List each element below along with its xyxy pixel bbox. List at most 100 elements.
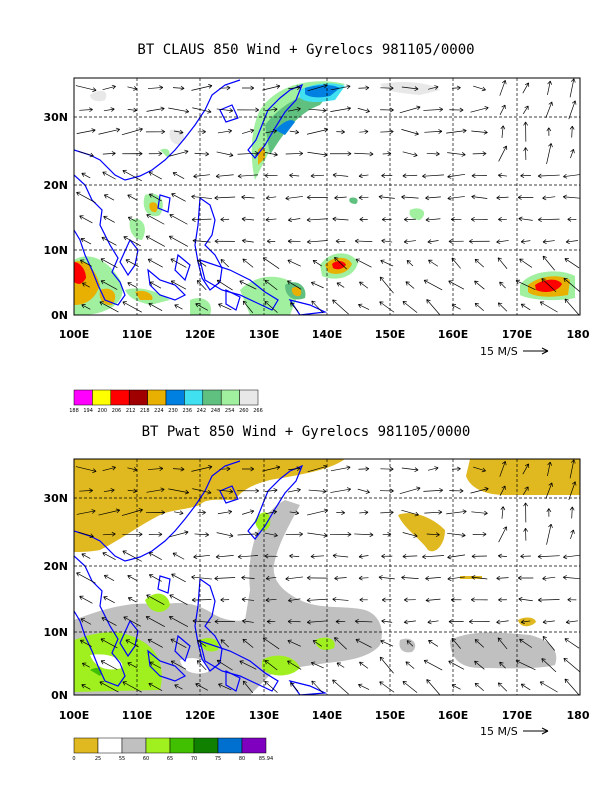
- colorbar-swatch: [73, 737, 99, 754]
- colorbar-label: 65: [167, 756, 173, 762]
- wind-arrow: [285, 151, 304, 156]
- wind-arrow: [193, 173, 210, 179]
- wind-arrow: [168, 235, 189, 247]
- wind-arrow: [127, 194, 138, 201]
- wind-arrow: [401, 467, 419, 472]
- wind-arrow: [81, 282, 90, 288]
- wind-arrow: [262, 465, 281, 472]
- wind-arrow: [471, 129, 488, 135]
- wind-arrow: [382, 151, 392, 156]
- wind-arrow: [523, 147, 528, 160]
- wind-arrow: [103, 488, 115, 493]
- wind-arrow: [127, 216, 137, 222]
- wind-arrow: [174, 684, 183, 690]
- wind-arrow: [168, 149, 189, 157]
- wind-arrow: [265, 575, 277, 581]
- wind-arrow: [424, 129, 443, 134]
- wind-arrow: [148, 574, 162, 582]
- wind-arrow: [381, 618, 393, 624]
- wind-arrow: [145, 615, 165, 628]
- wind-arrow: [79, 107, 93, 113]
- wind-arrow: [219, 466, 231, 472]
- wind-arrow: [289, 510, 300, 516]
- wind-arrow: [358, 303, 370, 310]
- wind-arrow: [218, 303, 232, 311]
- lon-label: 100E: [59, 709, 89, 722]
- wind-arrow: [570, 529, 575, 539]
- wind-arrow: [449, 107, 464, 113]
- wind-arrow: [358, 466, 370, 472]
- wind-arrow: [264, 107, 278, 112]
- wind-arrow: [399, 105, 421, 114]
- wind-arrow: [426, 299, 440, 315]
- wind-arrow: [191, 217, 212, 222]
- colorbar-swatch: [202, 389, 222, 406]
- wind-arrow: [79, 595, 93, 604]
- colorbar-label: 248: [211, 408, 221, 414]
- wind-arrow: [147, 85, 164, 91]
- wind-arrow: [499, 281, 506, 289]
- wind-arrow: [406, 260, 414, 267]
- wind-arrow: [289, 553, 300, 559]
- wind-arrow: [474, 258, 485, 268]
- wind-arrow: [332, 679, 349, 695]
- lon-label: 120E: [185, 709, 215, 722]
- wind-arrow: [542, 635, 555, 651]
- wind-arrow: [474, 280, 485, 290]
- wind-arrow: [422, 554, 444, 560]
- wind-arrow: [563, 277, 580, 293]
- wind-arrow: [498, 597, 507, 603]
- wind-arrow: [446, 128, 467, 134]
- colorbar-label: 218: [140, 408, 150, 414]
- wind-arrow: [75, 85, 97, 92]
- wind-arrow: [330, 487, 351, 493]
- wind-arrow: [285, 195, 303, 201]
- wind-arrow: [470, 216, 488, 222]
- wind-arrow: [306, 239, 328, 245]
- wind-arrow: [173, 510, 184, 516]
- wind-arrow: [379, 276, 394, 294]
- lon-label: 170E: [502, 328, 532, 341]
- wind-arrow: [332, 299, 349, 315]
- wind-arrow: [380, 639, 394, 647]
- wind-arrow: [330, 465, 351, 472]
- wind-arrow: [520, 553, 531, 559]
- wind-arrow: [169, 214, 188, 225]
- wind-arrow: [239, 280, 257, 290]
- panel2-colorbar: 0 25 55 60 65 70 75 80 85.94: [72, 737, 273, 762]
- wind-arrow: [518, 216, 533, 222]
- wind-arrow: [127, 86, 138, 91]
- wind-arrow: [78, 151, 94, 158]
- panel1-frame: [73, 77, 581, 316]
- wind-arrow: [216, 108, 234, 113]
- wind-arrow: [358, 683, 370, 690]
- wind-arrow: [287, 280, 302, 290]
- colorbar-swatch: [169, 737, 195, 754]
- panel1-axis-labels: 30N 20N 10N 0N 100E 110E 120E 130E 140E …: [43, 111, 589, 341]
- panel2-map: [74, 459, 580, 695]
- wind-arrow: [306, 575, 328, 581]
- wind-arrow: [306, 127, 329, 135]
- wind-arrow: [426, 532, 440, 537]
- wind-arrow: [546, 508, 552, 517]
- wind-arrow: [471, 173, 487, 179]
- wind-arrow: [242, 128, 255, 134]
- wind-arrow: [518, 596, 533, 602]
- colorbar-label: 25: [95, 756, 101, 762]
- wind-arrow: [192, 107, 212, 114]
- wind-arrow: [217, 128, 233, 134]
- wind-arrow: [264, 300, 278, 313]
- wind-arrow: [500, 125, 506, 138]
- wind-arrow: [242, 638, 254, 648]
- wind-arrow: [193, 554, 210, 560]
- wind-arrow: [98, 127, 121, 135]
- colorbar-swatch: [193, 737, 219, 754]
- wind-arrow: [216, 151, 234, 158]
- colorbar-swatch: [239, 389, 259, 406]
- colorbar-label: 55: [119, 756, 125, 762]
- wind-arrow: [148, 531, 163, 537]
- wind-arrow: [358, 554, 369, 559]
- wind-arrow: [127, 107, 138, 113]
- wind-arrow: [103, 574, 115, 581]
